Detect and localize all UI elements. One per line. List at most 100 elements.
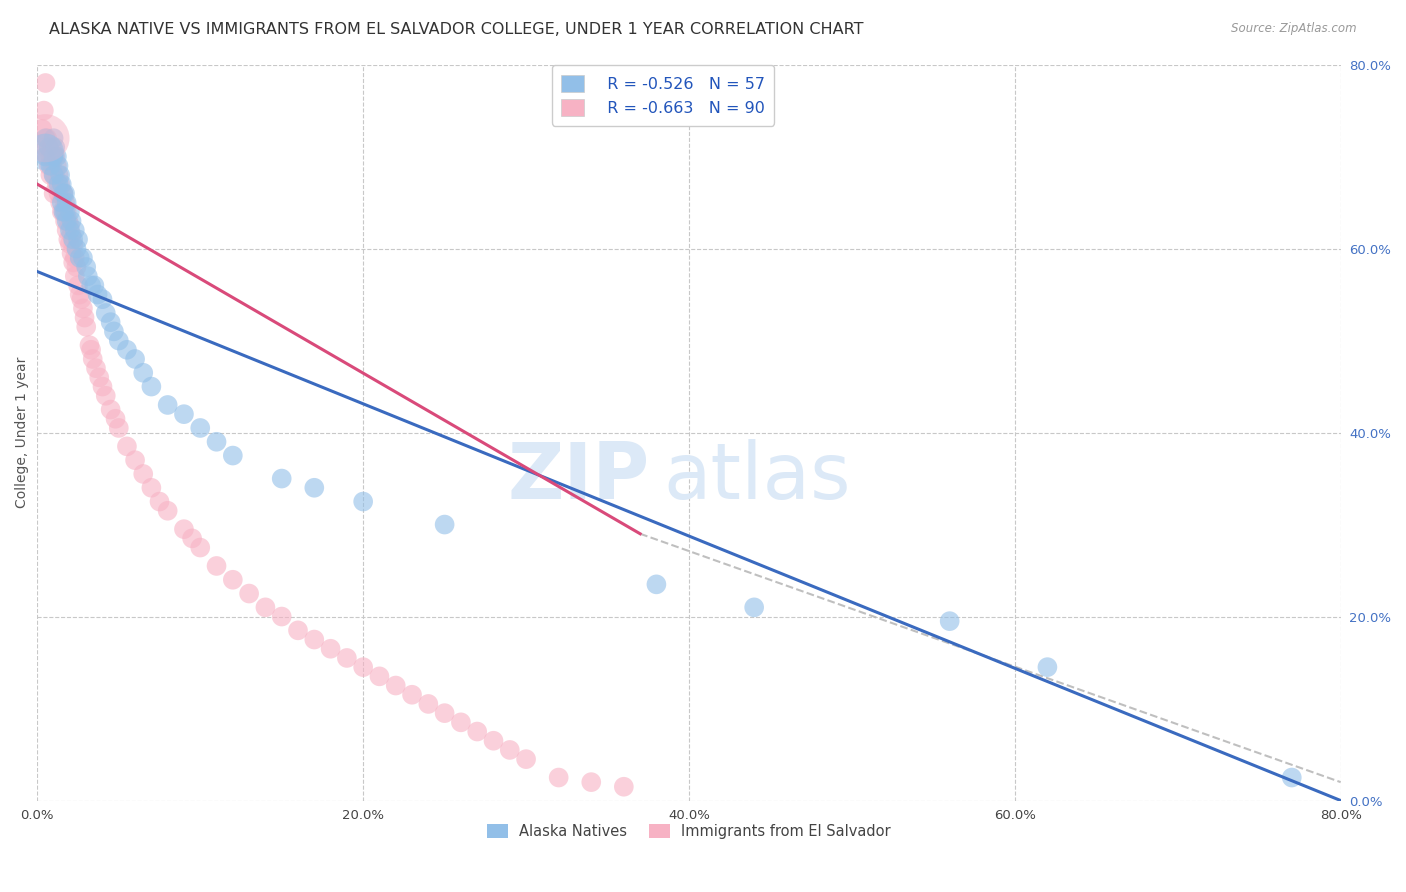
Point [62,255,84,269]
Point [173,407,195,421]
Point [89,370,111,384]
Point [42,186,65,201]
Point [53,195,76,210]
Point [205,558,228,573]
Text: ALASKA NATIVE VS IMMIGRANTS FROM EL SALVADOR COLLEGE, UNDER 1 YEAR CORRELATION C: ALASKA NATIVE VS IMMIGRANTS FROM EL SALV… [49,22,863,37]
Point [44,140,66,154]
Point [80,343,103,357]
Point [59,223,82,237]
Point [80,278,103,293]
Point [82,351,104,366]
Point [34,131,56,145]
Point [581,775,603,789]
Point [51,177,73,191]
Point [58,232,80,246]
Point [742,600,765,615]
Point [63,251,86,265]
Point [254,600,277,615]
Point [60,246,83,260]
Point [48,159,70,173]
Point [94,389,117,403]
Point [34,131,56,145]
Point [39,150,62,164]
Point [188,421,211,435]
Point [38,140,60,154]
Point [156,398,179,412]
Point [270,609,292,624]
Y-axis label: College, Under 1 year: College, Under 1 year [15,357,30,508]
Point [38,159,60,173]
Point [59,237,82,252]
Point [115,439,138,453]
Point [59,219,82,233]
Point [173,522,195,536]
Point [72,301,94,316]
Point [49,177,72,191]
Text: ZIP: ZIP [508,439,650,515]
Point [55,204,77,219]
Point [58,214,80,228]
Point [70,292,93,306]
Point [41,140,63,154]
Point [368,669,391,683]
Point [52,204,75,219]
Point [42,150,65,164]
Point [34,140,56,154]
Point [45,150,67,164]
Point [107,334,129,348]
Point [465,724,488,739]
Point [69,287,91,301]
Point [62,237,84,252]
Point [59,204,82,219]
Point [418,697,440,711]
Point [1281,771,1303,785]
Point [181,532,204,546]
Point [31,122,53,136]
Point [270,472,292,486]
Point [83,278,105,293]
Point [1036,660,1059,674]
Point [401,688,423,702]
Point [32,103,55,118]
Point [63,223,86,237]
Point [319,641,342,656]
Point [34,145,56,159]
Point [238,586,260,600]
Point [100,402,122,417]
Point [67,278,90,293]
Text: atlas: atlas [664,439,851,515]
Point [51,186,73,201]
Point [547,771,569,785]
Point [482,733,505,747]
Point [34,76,56,90]
Point [304,481,326,495]
Point [62,232,84,246]
Point [53,186,76,201]
Point [94,306,117,320]
Point [141,379,163,393]
Point [84,361,107,376]
Point [42,168,65,182]
Point [45,159,67,173]
Point [42,150,65,164]
Point [41,159,63,173]
Point [49,195,72,210]
Point [38,140,60,154]
Point [75,319,97,334]
Point [52,186,75,201]
Point [37,131,59,145]
Point [63,269,86,284]
Point [60,214,83,228]
Text: Source: ZipAtlas.com: Source: ZipAtlas.com [1232,22,1357,36]
Point [433,706,456,720]
Point [39,159,62,173]
Point [48,168,70,182]
Point [107,421,129,435]
Point [132,467,155,481]
Point [352,494,374,508]
Point [44,150,66,164]
Point [69,251,91,265]
Point [91,379,114,393]
Point [79,338,101,352]
Point [53,214,76,228]
